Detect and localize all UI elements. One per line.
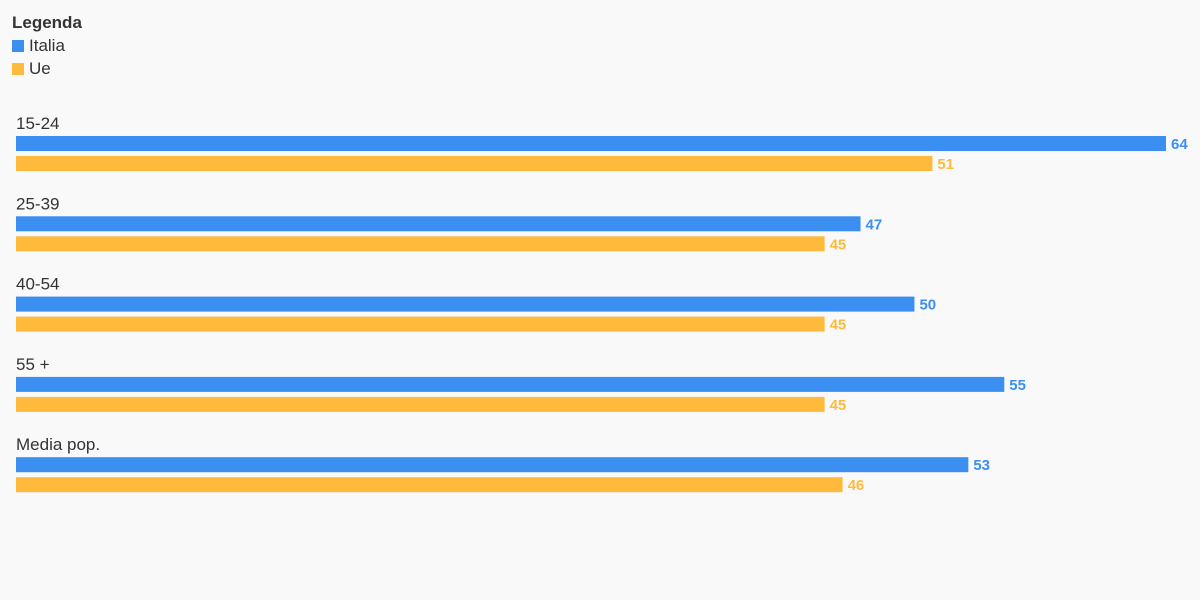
value-label-italia-0: 64 <box>1171 136 1188 153</box>
value-label-ue-4: 46 <box>848 477 865 494</box>
legend-swatch-ue-icon <box>12 62 24 75</box>
bar-italia-1[interactable] <box>16 216 861 232</box>
category-group: 15-24 64 51 <box>16 114 1188 173</box>
value-label-italia-3: 55 <box>1009 377 1026 394</box>
category-label: Media pop. <box>16 435 100 454</box>
legend-item-ue[interactable]: Ue <box>12 57 82 80</box>
bar-italia-4[interactable] <box>16 457 969 473</box>
legend-label-ue: Ue <box>29 58 51 78</box>
legend-item-italia[interactable]: Italia <box>12 34 82 57</box>
bar-ue-4[interactable] <box>16 477 843 493</box>
legend-title: Legenda <box>12 13 82 32</box>
value-label-ue-0: 51 <box>937 156 954 173</box>
bar-ue-1[interactable] <box>16 236 825 252</box>
bar-ue-0[interactable] <box>16 156 933 171</box>
value-label-ue-2: 45 <box>830 317 847 334</box>
value-label-italia-1: 47 <box>866 216 883 233</box>
bar-italia-2[interactable] <box>16 296 915 312</box>
legend-swatch-italia-icon <box>12 39 24 52</box>
category-group: Media pop. 53 46 <box>16 435 990 494</box>
bar-ue-3[interactable] <box>16 396 825 412</box>
bar-ue-2[interactable] <box>16 316 825 332</box>
legend: Legenda Italia Ue <box>12 12 82 80</box>
value-label-ue-1: 45 <box>830 236 847 253</box>
category-group: 25-39 47 45 <box>16 194 882 253</box>
bar-italia-3[interactable] <box>16 376 1005 392</box>
category-label: 55 + <box>16 355 50 374</box>
category-label: 40-54 <box>16 275 59 294</box>
value-label-italia-4: 53 <box>973 457 990 474</box>
category-label: 15-24 <box>16 114 59 133</box>
bar-italia-0[interactable] <box>16 136 1166 151</box>
category-group: 55 + 55 45 <box>16 355 1026 414</box>
category-group: 40-54 50 45 <box>16 275 936 334</box>
value-label-italia-2: 50 <box>919 297 936 314</box>
legend-label-italia: Italia <box>29 35 65 55</box>
category-label: 25-39 <box>16 194 59 213</box>
value-label-ue-3: 45 <box>830 397 847 414</box>
